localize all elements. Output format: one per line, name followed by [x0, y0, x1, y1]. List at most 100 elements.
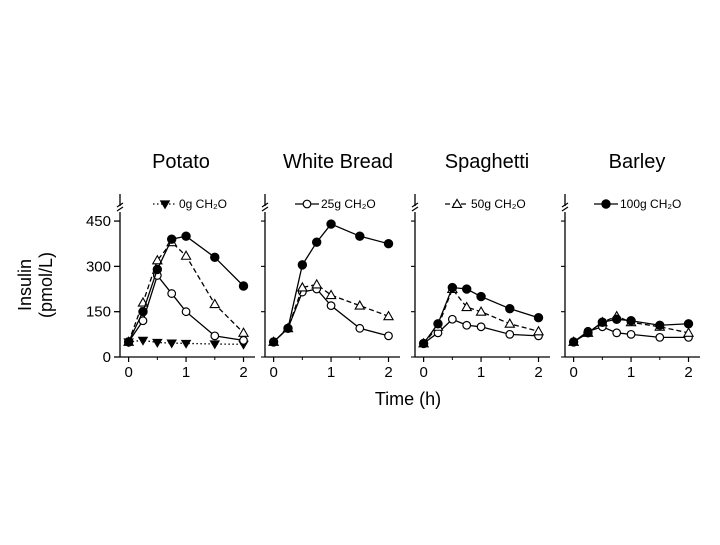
x-tick-label: 1 [327, 364, 335, 381]
axis-break-mark [261, 206, 269, 212]
data-point [626, 316, 636, 326]
data-point [462, 320, 472, 330]
data-point [238, 281, 249, 291]
legend-marker [601, 199, 611, 209]
data-point [326, 301, 336, 311]
y-axis-label: Insulin [15, 259, 35, 311]
legend-label: 25g CH₂O [321, 197, 376, 211]
data-point [209, 340, 221, 350]
data-point [210, 331, 220, 341]
data-point [354, 299, 366, 310]
axis-break-mark [411, 202, 419, 208]
data-point [151, 254, 163, 265]
y-tick-label: 300 [86, 258, 111, 275]
data-point [597, 317, 608, 327]
data-point [683, 319, 694, 329]
data-point [447, 282, 458, 293]
x-tick-label: 1 [627, 364, 635, 381]
data-point [283, 323, 293, 334]
data-point [505, 329, 515, 339]
data-point [418, 338, 429, 349]
data-point [461, 301, 473, 312]
data-point [210, 252, 220, 263]
data-point [383, 239, 394, 249]
data-point [476, 322, 486, 332]
data-point [612, 328, 622, 338]
x-tick-label: 0 [124, 364, 132, 381]
data-point [167, 234, 177, 244]
data-point [505, 303, 515, 314]
x-tick-label: 1 [182, 364, 190, 381]
data-point [137, 336, 149, 346]
y-tick-label: 450 [86, 213, 111, 230]
panel-title-white-bread: White Bread [283, 151, 393, 173]
data-point [166, 339, 177, 349]
data-point [447, 314, 457, 324]
x-tick-label: 1 [477, 364, 485, 381]
data-point [268, 337, 279, 347]
data-point [239, 335, 248, 345]
axis-break-mark [561, 206, 569, 212]
data-point [532, 325, 545, 336]
data-point [355, 231, 365, 241]
data-point [312, 237, 322, 247]
data-point [297, 260, 308, 270]
x-axis-label: Time (h) [375, 389, 441, 409]
x-tick-label: 2 [684, 364, 692, 381]
data-point [462, 284, 472, 294]
data-point [568, 337, 579, 347]
legend-label: 100g CH₂O [620, 197, 681, 211]
legend-label: 50g CH₂O [471, 197, 526, 211]
data-point [476, 291, 486, 302]
data-point [152, 338, 163, 348]
panel-title-barley: Barley [609, 151, 666, 173]
data-point [167, 289, 177, 298]
data-point [311, 278, 323, 289]
data-point [326, 219, 336, 229]
data-point [209, 298, 221, 309]
data-point [533, 313, 544, 323]
panel-title-spaghetti: Spaghetti [445, 151, 530, 173]
data-point [123, 337, 134, 347]
data-point [433, 319, 443, 329]
data-point [626, 329, 636, 339]
data-point [504, 318, 516, 328]
data-point [583, 328, 593, 338]
data-point [382, 310, 395, 321]
data-point [152, 264, 163, 275]
axis-break-mark [411, 206, 419, 212]
data-point [612, 314, 622, 324]
x-tick-label: 2 [384, 364, 392, 381]
data-point [181, 307, 191, 317]
data-point [384, 331, 393, 341]
legend-marker [302, 199, 312, 209]
legend-label: 0g CH₂O [179, 197, 227, 211]
y-axis-label-unit: (pmol/L) [36, 252, 56, 318]
x-tick-label: 2 [534, 364, 542, 381]
data-point [180, 250, 192, 260]
axis-break-mark [561, 202, 569, 208]
data-point [296, 281, 308, 292]
panel-title-potato: Potato [152, 151, 210, 173]
axis-break-mark [116, 202, 124, 208]
data-point [355, 323, 365, 333]
data-point [325, 289, 337, 300]
y-tick-label: 150 [86, 304, 111, 321]
legend-marker [159, 200, 171, 210]
y-tick-label: 0 [103, 349, 111, 366]
data-point [682, 327, 695, 337]
data-point [655, 320, 665, 330]
data-point [655, 332, 665, 342]
data-point [475, 305, 487, 316]
series-line [273, 223, 389, 343]
x-tick-label: 2 [239, 364, 247, 381]
data-point [181, 231, 191, 241]
legend-marker [451, 198, 463, 208]
axis-break-mark [116, 206, 124, 212]
data-point [237, 327, 250, 337]
axis-break-mark [261, 202, 269, 208]
x-tick-label: 0 [569, 364, 577, 381]
data-point [138, 306, 148, 317]
